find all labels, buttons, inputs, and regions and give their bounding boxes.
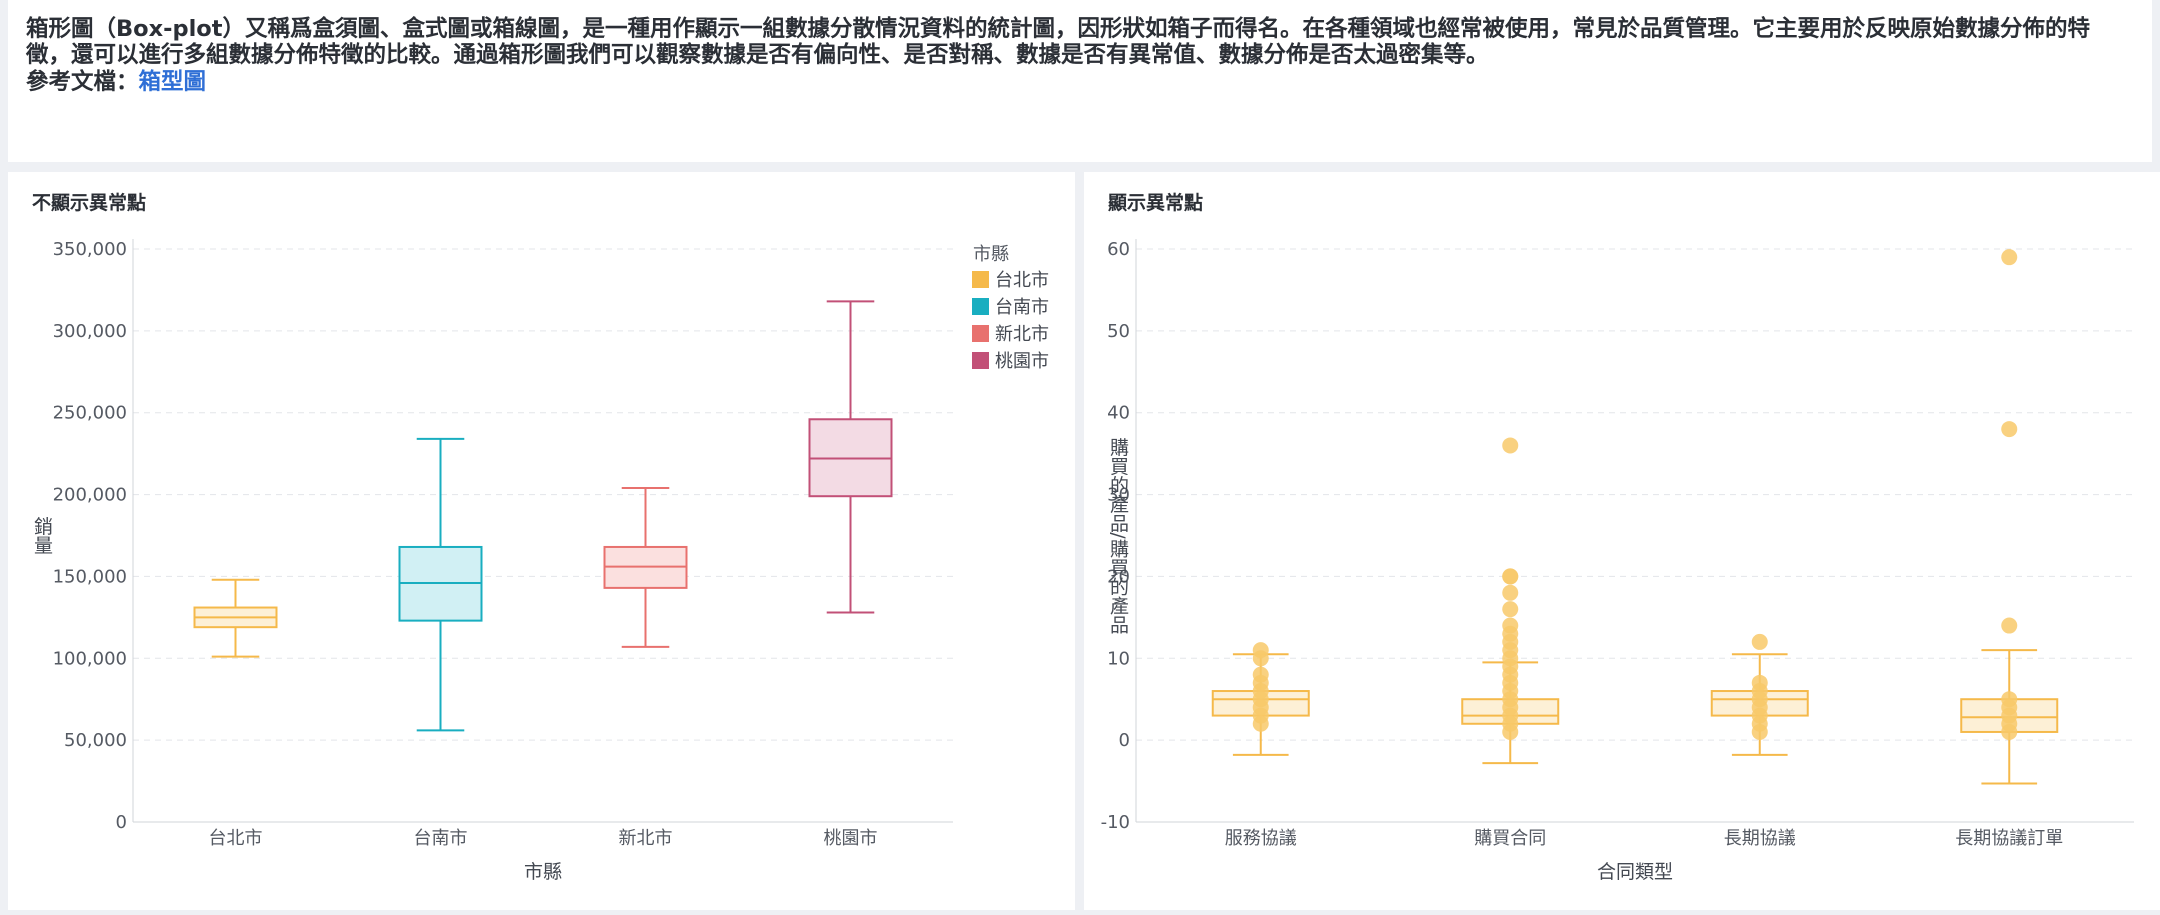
x-tick-label: 長期協議訂單 bbox=[1955, 828, 2063, 849]
y-tick-label: 10 bbox=[1107, 648, 1130, 669]
y-tick-label: 300,000 bbox=[53, 321, 127, 342]
box-2 bbox=[1461, 437, 1560, 765]
box-1 bbox=[1211, 642, 1310, 756]
x-axis-title: 市縣 bbox=[524, 861, 562, 883]
box-3 bbox=[603, 487, 688, 648]
y-tick-label: -10 bbox=[1101, 812, 1130, 833]
data-point bbox=[2001, 723, 2018, 740]
y-tick-label: 350,000 bbox=[53, 239, 127, 260]
data-point bbox=[1252, 650, 1269, 667]
x-tick-label: 桃園市 bbox=[824, 828, 878, 849]
legend-item: 台南市 bbox=[995, 297, 1049, 318]
y-tick-label: 50 bbox=[1107, 321, 1130, 342]
x-tick-label: 長期協議 bbox=[1724, 828, 1796, 849]
intro-card: 箱形圖（Box-plot）又稱爲盒須圖、盒式圖或箱線圖，是一種用作顯示一組數據分… bbox=[8, 0, 2152, 162]
data-point bbox=[1502, 723, 1519, 740]
data-point bbox=[1502, 568, 1519, 585]
y-axis-title: 銷量 bbox=[31, 516, 53, 554]
y-tick-label: 0 bbox=[116, 812, 127, 833]
panel-title-left: 不顯示異常點 bbox=[32, 192, 147, 214]
legend-swatch bbox=[972, 352, 989, 369]
data-point bbox=[1751, 723, 1768, 740]
x-tick-label: 台南市 bbox=[414, 828, 468, 849]
box-2 bbox=[398, 437, 483, 732]
x-tick-label: 服務協議 bbox=[1225, 828, 1297, 849]
y-tick-label: 30 bbox=[1107, 485, 1130, 506]
reference-line: 參考文檔：箱型圖 bbox=[26, 68, 2134, 96]
legend-title: 市縣 bbox=[973, 244, 1009, 265]
x-tick-label: 新北市 bbox=[619, 828, 673, 849]
y-tick-label: 20 bbox=[1107, 566, 1130, 587]
legend-swatch bbox=[972, 325, 989, 342]
legend-swatch bbox=[972, 298, 989, 315]
y-tick-label: 40 bbox=[1107, 403, 1130, 424]
y-tick-label: 60 bbox=[1107, 239, 1130, 260]
y-axis-title: 購買的產品/購買的產品 bbox=[1107, 437, 1129, 634]
legend-item: 台北市 bbox=[995, 270, 1049, 291]
data-point bbox=[1502, 437, 1519, 454]
data-point bbox=[1252, 715, 1269, 732]
box-4 bbox=[808, 300, 893, 614]
data-point bbox=[2001, 421, 2018, 438]
y-tick-label: 50,000 bbox=[64, 730, 127, 751]
box-4 bbox=[1960, 249, 2059, 785]
chart-panel-left: 不顯示異常點 0 50,000 100,000 150,000 200,000 250,0… bbox=[8, 172, 1075, 910]
y-tick-label: 100,000 bbox=[53, 648, 127, 669]
x-axis-title: 合同類型 bbox=[1597, 861, 1673, 883]
legend-swatch bbox=[972, 271, 989, 288]
box-3 bbox=[1710, 633, 1809, 756]
x-tick-label: 購買合同 bbox=[1474, 828, 1546, 849]
reference-label: 參考文檔： bbox=[26, 69, 139, 95]
data-point bbox=[1502, 601, 1519, 618]
y-tick-label: 150,000 bbox=[53, 566, 127, 587]
y-tick-label: 200,000 bbox=[53, 485, 127, 506]
reference-link[interactable]: 箱型圖 bbox=[138, 69, 207, 95]
legend-item: 新北市 bbox=[995, 324, 1049, 345]
x-tick-label: 台北市 bbox=[209, 828, 263, 849]
y-tick-label: 0 bbox=[1119, 730, 1130, 751]
boxplot-chart-left: 0 50,000 100,000 150,000 200,000 250,000 300,0… bbox=[31, 239, 1049, 883]
data-point bbox=[2001, 617, 2018, 634]
chart-panel-right: 顯示異常點 -10 0 10 20 30 40 50 60 服務協議 購買合同 長期協議 長期協議訂單… bbox=[1084, 172, 2160, 910]
legend-item: 桃園市 bbox=[995, 351, 1049, 372]
data-point bbox=[2001, 249, 2018, 266]
y-tick-label: 250,000 bbox=[53, 403, 127, 424]
data-point bbox=[1502, 584, 1519, 601]
panel-title-right: 顯示異常點 bbox=[1108, 192, 1204, 214]
box-1 bbox=[193, 578, 278, 658]
intro-description: 箱形圖（Box-plot）又稱爲盒須圖、盒式圖或箱線圖，是一種用作顯示一組數據分… bbox=[26, 16, 2090, 68]
data-point bbox=[1751, 633, 1768, 650]
